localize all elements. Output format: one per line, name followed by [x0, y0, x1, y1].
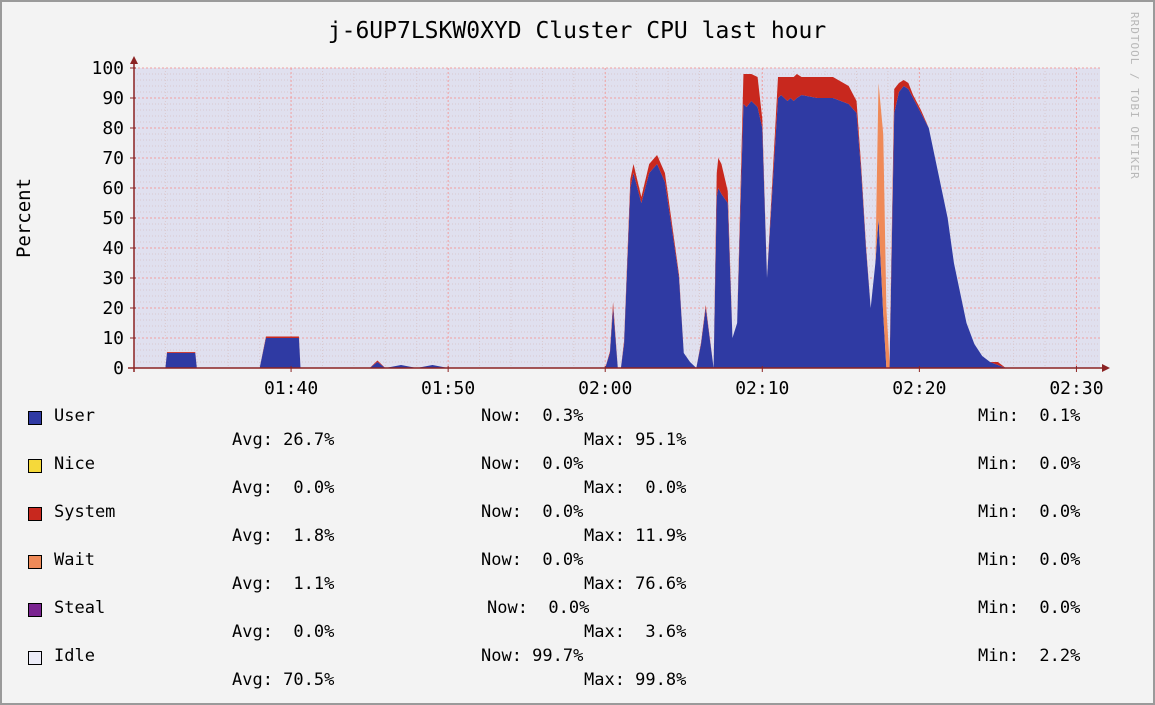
x-tick-label: 02:30 [1049, 378, 1103, 399]
legend-row-steal: Steal Now: 0.0% Min: 0.0% Avg: 0.0% Max:… [26, 598, 1126, 646]
rrdtool-watermark: RRDTOOL / TOBI OETIKER [1128, 12, 1141, 180]
legend-now: Now: 0.0% [481, 502, 584, 522]
legend-name: Steal [54, 598, 106, 618]
legend-now: Now: 0.0% [481, 550, 584, 570]
legend-avg: Avg: 70.5% [232, 670, 335, 690]
legend-swatch-nice [28, 459, 42, 473]
legend-min: Min: 0.1% [978, 406, 1081, 426]
tick-label-layer: 0 10 20 30 40 50 60 70 80 90 100 01:40 01:50 02:00 02:… [91, 58, 1103, 399]
series-area-user [134, 86, 1093, 368]
y-tick-label: 100 [91, 58, 124, 79]
legend-min: Min: 0.0% [978, 550, 1081, 570]
legend-row-user: User Now: 0.3% Min: 0.1% Avg: 26.7% Max:… [26, 406, 1126, 454]
legend-now: Now: 99.7% [481, 646, 584, 666]
legend-now: Now: 0.3% [481, 406, 584, 426]
area-layer [134, 74, 1093, 368]
legend-min: Min: 0.0% [978, 502, 1081, 522]
legend-avg: Avg: 26.7% [232, 430, 335, 450]
legend-now: Now: 0.0% [487, 598, 590, 618]
chart-title: j-6UP7LSKW0XYD Cluster CPU last hour [328, 18, 827, 44]
x-tick-label: 02:00 [578, 378, 632, 399]
y-tick-label: 40 [102, 238, 124, 259]
legend-avg: Avg: 0.0% [232, 622, 335, 642]
legend-max: Max: 11.9% [584, 526, 687, 546]
y-tick-label: 30 [102, 268, 124, 289]
legend-swatch-wait [28, 555, 42, 569]
legend-name: Nice [54, 454, 95, 474]
axis-layer [128, 56, 1110, 372]
x-tick-label: 02:10 [735, 378, 789, 399]
legend-now: Now: 0.0% [481, 454, 584, 474]
legend-row-wait: Wait Now: 0.0% Min: 0.0% Avg: 1.1% Max: … [26, 550, 1126, 598]
x-tick-label: 01:50 [421, 378, 475, 399]
legend-row-system: System Now: 0.0% Min: 0.0% Avg: 1.8% Max… [26, 502, 1126, 550]
legend-avg: Avg: 1.1% [232, 574, 335, 594]
legend-min: Min: 0.0% [978, 598, 1081, 618]
y-tick-label: 80 [102, 118, 124, 139]
legend-row-idle: Idle Now: 99.7% Min: 2.2% Avg: 70.5% Max… [26, 646, 1126, 694]
legend-min: Min: 0.0% [978, 454, 1081, 474]
y-tick-label: 20 [102, 298, 124, 319]
legend-swatch-steal [28, 603, 42, 617]
legend-max: Max: 95.1% [584, 430, 687, 450]
x-axis-arrow [1102, 364, 1110, 372]
legend-min: Min: 2.2% [978, 646, 1081, 666]
legend-swatch-user [28, 411, 42, 425]
legend-name: Wait [54, 550, 95, 570]
legend-name: User [54, 406, 95, 426]
legend-max: Max: 3.6% [584, 622, 687, 642]
y-tick-label: 10 [102, 328, 124, 349]
x-tick-label: 02:20 [892, 378, 946, 399]
y-tick-label: 70 [102, 148, 124, 169]
legend-avg: Avg: 0.0% [232, 478, 335, 498]
legend-avg: Avg: 1.8% [232, 526, 335, 546]
legend-swatch-idle [28, 651, 42, 665]
legend-name: System [54, 502, 116, 522]
y-tick-label: 50 [102, 208, 124, 229]
y-axis-arrow [130, 56, 138, 64]
y-tick-label: 90 [102, 88, 124, 109]
legend-name: Idle [54, 646, 95, 666]
y-axis-label: Percent [13, 178, 35, 258]
legend-swatch-system [28, 507, 42, 521]
legend-max: Max: 99.8% [584, 670, 687, 690]
y-tick-label: 0 [113, 358, 124, 379]
x-tick-label: 01:40 [264, 378, 318, 399]
legend-max: Max: 76.6% [584, 574, 687, 594]
legend-row-nice: Nice Now: 0.0% Min: 0.0% Avg: 0.0% Max: … [26, 454, 1126, 502]
y-tick-label: 60 [102, 178, 124, 199]
legend-max: Max: 0.0% [584, 478, 687, 498]
